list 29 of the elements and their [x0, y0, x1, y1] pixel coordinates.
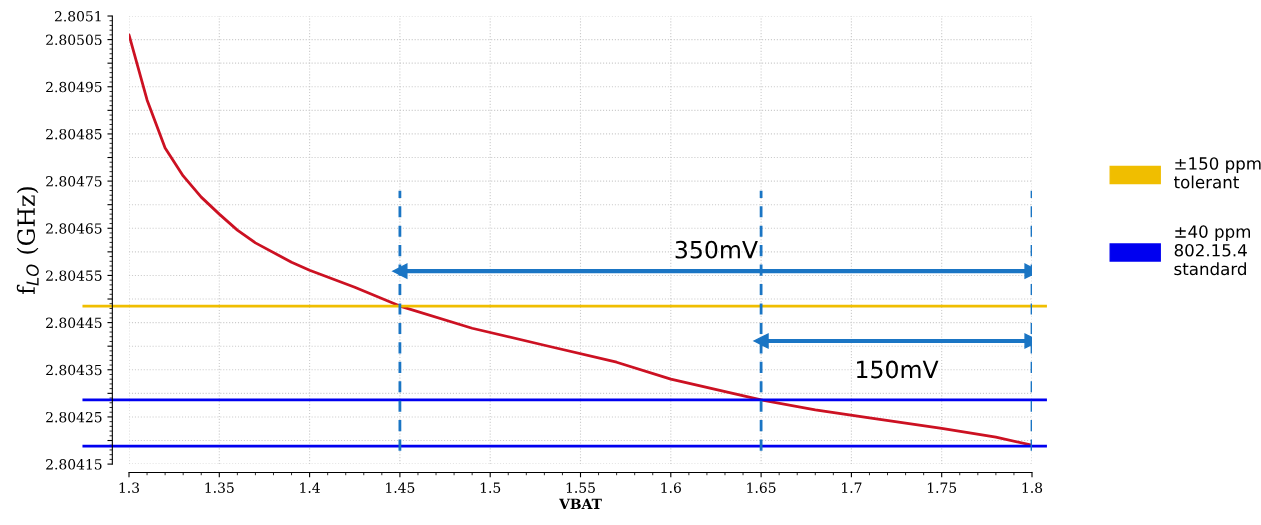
- y-tick-label: 2.80435: [46, 364, 102, 376]
- x-tick-label: 1.55: [566, 482, 595, 493]
- y-tick-label: 2.80495: [46, 81, 102, 93]
- x-tick-label: 1.35: [205, 482, 234, 493]
- x-tick-label: 1.8: [1022, 482, 1043, 493]
- x-tick-label: 1.65: [747, 482, 776, 493]
- annotation: 150mV: [857, 360, 939, 379]
- x-tick-label: 1.45: [386, 482, 415, 493]
- y-tick-label: 2.80425: [46, 411, 102, 423]
- y-tick-label: 2.80455: [46, 270, 102, 281]
- y-tick-label: 2.8051: [54, 10, 101, 22]
- line-series: [129, 33, 1032, 447]
- legend-label: ±150 ppm tolerant: [1173, 157, 1261, 189]
- annotation: 350mV: [675, 240, 758, 259]
- y-tick-label: 2.80475: [46, 176, 102, 187]
- y-tick-label: 2.80415: [46, 459, 102, 470]
- x-tick-label: 1.75: [927, 482, 957, 493]
- legend-label: ±40 ppm 802.15.4 standard: [1174, 225, 1250, 276]
- y-tick-label: 2.80465: [46, 223, 102, 234]
- y-tick-label: 2.80505: [46, 34, 102, 46]
- y-tick-label: 2.80485: [46, 128, 102, 140]
- x-tick-label: 1.7: [842, 482, 862, 493]
- y-axis-title: f$_{LO}$ (GHz): [16, 187, 39, 295]
- x-tick-label: 1.3: [119, 482, 140, 493]
- x-tick-label: 1.5: [480, 482, 501, 493]
- x-axis-title: VBAT: [558, 498, 602, 509]
- x-tick-label: 1.4: [300, 482, 320, 493]
- x-tick-label: 1.6: [661, 482, 681, 493]
- y-tick-label: 2.80445: [46, 317, 102, 329]
